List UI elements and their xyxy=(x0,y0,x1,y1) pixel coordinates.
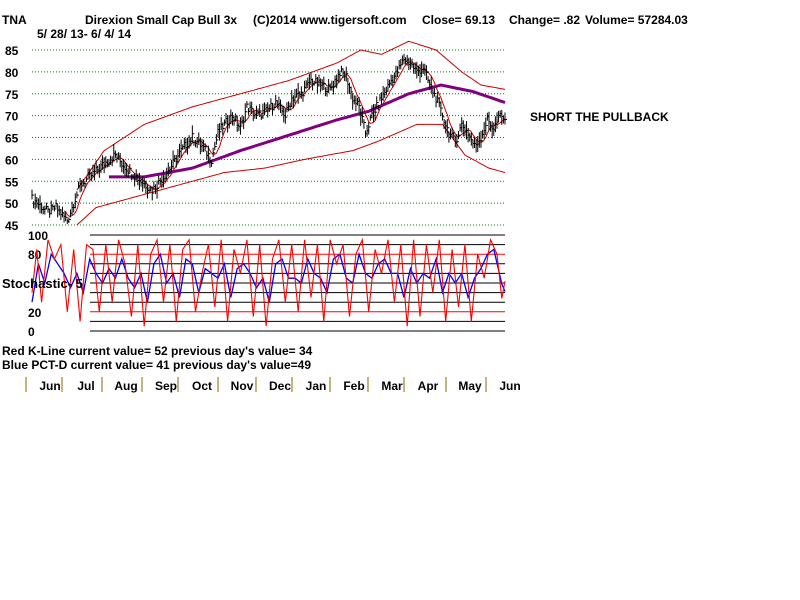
price-tick-55: 55 xyxy=(5,175,19,189)
month-label: Oct xyxy=(192,379,212,393)
ma-line xyxy=(109,83,506,179)
price-tick-45: 45 xyxy=(5,219,19,233)
osc-tick-100: 100 xyxy=(28,229,48,243)
month-label: Jun xyxy=(39,379,60,393)
bollinger-bands xyxy=(63,40,506,226)
osc-tick-0: 0 xyxy=(28,325,35,339)
fund-name: Direxion Small Cap Bull 3x xyxy=(85,13,238,27)
upper-band xyxy=(76,40,506,191)
k-line-readout: Red K-Line current value= 52 previous da… xyxy=(2,344,313,358)
price-tick-50: 50 xyxy=(5,197,19,211)
price-tick-75: 75 xyxy=(5,88,19,102)
month-label: Feb xyxy=(343,379,364,393)
price-y-axis: 45 50 55 60 65 70 75 80 85 xyxy=(5,44,19,233)
month-label: Nov xyxy=(231,379,254,393)
ticker-symbol: TNA xyxy=(2,13,27,27)
month-label: Aug xyxy=(114,379,137,393)
price-grid xyxy=(32,49,505,226)
month-label: Sep xyxy=(155,379,177,393)
month-label: Jul xyxy=(77,379,94,393)
month-label: Jun xyxy=(499,379,520,393)
date-range: 5/ 28/ 13- 6/ 4/ 14 xyxy=(37,27,132,41)
d-line-readout: Blue PCT-D current value= 41 previous da… xyxy=(2,358,311,372)
month-label: Apr xyxy=(418,379,439,393)
volume-value: Volume= 57284.03 xyxy=(585,13,688,27)
osc-tick-80: 80 xyxy=(28,248,42,262)
close-value: Close= 69.13 xyxy=(422,13,496,27)
annotation-text: SHORT THE PULLBACK xyxy=(530,110,669,124)
osc-tick-20: 20 xyxy=(28,306,42,320)
stochastic-lines xyxy=(31,237,506,327)
oscillator-y-axis: 0 20 80 100 xyxy=(28,229,48,339)
stochastic-label: Stochastic- 5 xyxy=(2,276,83,291)
price-bars xyxy=(31,53,507,225)
month-axis: Jun Jul Aug Sep Oct Nov Dec Jan Feb Mar Apr May Jun xyxy=(25,377,521,393)
month-label: Mar xyxy=(381,379,403,393)
price-tick-60: 60 xyxy=(5,153,19,167)
copyright-site: (C)2014 www.tigersoft.com xyxy=(253,13,407,27)
month-label: Jan xyxy=(306,379,327,393)
lower-band xyxy=(76,123,506,226)
price-tick-70: 70 xyxy=(5,110,19,124)
k-line xyxy=(31,237,506,327)
moving-average xyxy=(109,83,506,179)
price-tick-85: 85 xyxy=(5,44,19,58)
month-label: May xyxy=(458,379,482,393)
price-tick-80: 80 xyxy=(5,66,19,80)
month-label: Dec xyxy=(269,379,291,393)
oscillator-grid xyxy=(90,234,505,332)
price-tick-65: 65 xyxy=(5,132,19,146)
change-value: Change= .82 xyxy=(509,13,581,27)
